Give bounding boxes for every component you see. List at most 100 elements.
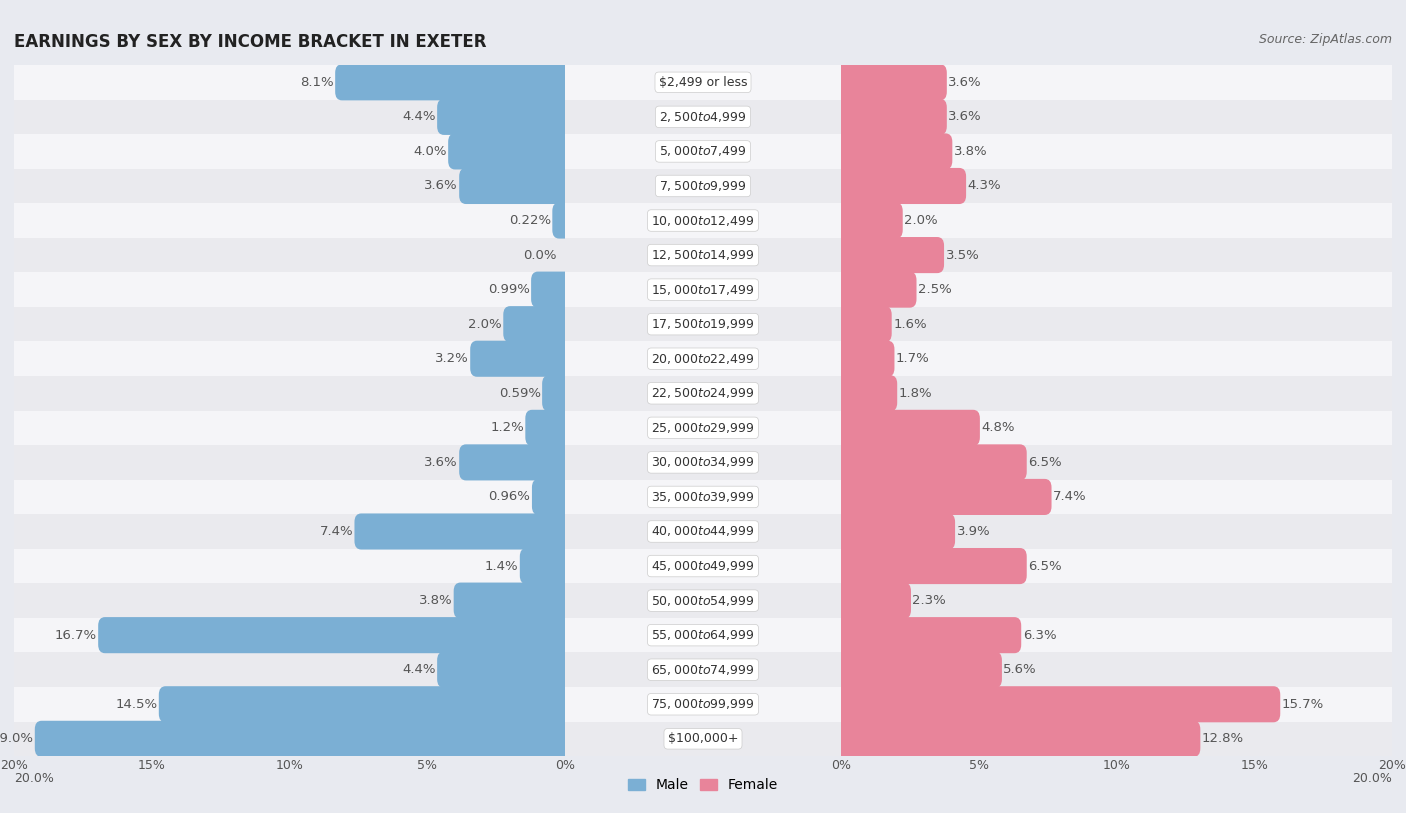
Text: Source: ZipAtlas.com: Source: ZipAtlas.com <box>1258 33 1392 46</box>
Text: 3.6%: 3.6% <box>948 76 981 89</box>
Text: 4.3%: 4.3% <box>967 180 1001 193</box>
Text: 0.59%: 0.59% <box>499 387 541 400</box>
Text: $30,000 to $34,999: $30,000 to $34,999 <box>651 455 755 469</box>
Bar <box>841 169 1392 203</box>
Bar <box>841 687 1392 722</box>
Text: $10,000 to $12,499: $10,000 to $12,499 <box>651 214 755 228</box>
Text: 19.0%: 19.0% <box>0 733 34 746</box>
FancyBboxPatch shape <box>35 721 572 757</box>
FancyBboxPatch shape <box>834 64 946 100</box>
Bar <box>14 203 565 237</box>
Text: 3.8%: 3.8% <box>419 594 453 607</box>
Bar <box>14 687 565 722</box>
FancyBboxPatch shape <box>834 202 903 238</box>
FancyBboxPatch shape <box>531 272 572 307</box>
Text: $25,000 to $29,999: $25,000 to $29,999 <box>651 421 755 435</box>
Text: 6.5%: 6.5% <box>1028 559 1062 572</box>
Text: 16.7%: 16.7% <box>55 628 97 641</box>
Bar <box>565 169 841 203</box>
Bar <box>14 237 565 272</box>
Bar <box>14 652 565 687</box>
Text: $12,500 to $14,999: $12,500 to $14,999 <box>651 248 755 262</box>
Legend: Male, Female: Male, Female <box>623 773 783 798</box>
Bar <box>565 341 841 376</box>
Bar <box>841 446 1392 480</box>
Bar <box>841 203 1392 237</box>
Text: 1.8%: 1.8% <box>898 387 932 400</box>
Text: 2.0%: 2.0% <box>904 214 938 227</box>
FancyBboxPatch shape <box>449 133 572 169</box>
Text: 3.6%: 3.6% <box>425 456 458 469</box>
FancyBboxPatch shape <box>520 548 572 584</box>
FancyBboxPatch shape <box>834 583 911 619</box>
Bar <box>14 584 565 618</box>
Text: 20.0%: 20.0% <box>1353 772 1392 785</box>
Text: $2,500 to $4,999: $2,500 to $4,999 <box>659 110 747 124</box>
Bar <box>565 480 841 515</box>
Bar <box>841 134 1392 169</box>
Text: $20,000 to $22,499: $20,000 to $22,499 <box>651 352 755 366</box>
Text: 3.6%: 3.6% <box>948 111 981 124</box>
Text: 3.6%: 3.6% <box>425 180 458 193</box>
FancyBboxPatch shape <box>553 202 572 238</box>
Text: $7,500 to $9,999: $7,500 to $9,999 <box>659 179 747 193</box>
Text: 0.99%: 0.99% <box>488 283 530 296</box>
Text: 1.2%: 1.2% <box>491 421 524 434</box>
Text: 2.0%: 2.0% <box>468 318 502 331</box>
FancyBboxPatch shape <box>531 479 572 515</box>
Text: $2,499 or less: $2,499 or less <box>659 76 747 89</box>
FancyBboxPatch shape <box>460 168 572 204</box>
Bar <box>565 652 841 687</box>
Text: 5.6%: 5.6% <box>1004 663 1038 676</box>
Bar <box>14 169 565 203</box>
FancyBboxPatch shape <box>834 168 966 204</box>
Text: 1.4%: 1.4% <box>485 559 519 572</box>
Bar <box>565 99 841 134</box>
Text: $75,000 to $99,999: $75,000 to $99,999 <box>651 698 755 711</box>
Bar <box>841 99 1392 134</box>
FancyBboxPatch shape <box>834 410 980 446</box>
Text: 14.5%: 14.5% <box>115 698 157 711</box>
FancyBboxPatch shape <box>834 721 1201 757</box>
FancyBboxPatch shape <box>454 583 572 619</box>
Text: $22,500 to $24,999: $22,500 to $24,999 <box>651 386 755 400</box>
FancyBboxPatch shape <box>834 133 952 169</box>
FancyBboxPatch shape <box>437 652 572 688</box>
Bar <box>14 480 565 515</box>
Bar <box>841 65 1392 99</box>
Text: 0.0%: 0.0% <box>523 249 557 262</box>
Text: $55,000 to $64,999: $55,000 to $64,999 <box>651 628 755 642</box>
Bar <box>565 134 841 169</box>
Text: $35,000 to $39,999: $35,000 to $39,999 <box>651 490 755 504</box>
Bar <box>841 480 1392 515</box>
FancyBboxPatch shape <box>543 376 572 411</box>
Bar <box>841 411 1392 446</box>
Bar <box>565 237 841 272</box>
Text: 4.4%: 4.4% <box>402 111 436 124</box>
Bar <box>565 411 841 446</box>
Text: $50,000 to $54,999: $50,000 to $54,999 <box>651 593 755 607</box>
Bar <box>14 341 565 376</box>
Bar <box>841 515 1392 549</box>
Bar <box>565 65 841 99</box>
Bar <box>841 652 1392 687</box>
Bar <box>841 341 1392 376</box>
Bar <box>14 99 565 134</box>
Bar <box>14 272 565 307</box>
FancyBboxPatch shape <box>834 307 891 342</box>
Text: 0.22%: 0.22% <box>509 214 551 227</box>
Bar <box>565 376 841 411</box>
Bar <box>14 307 565 341</box>
Bar <box>565 203 841 237</box>
FancyBboxPatch shape <box>834 652 1002 688</box>
FancyBboxPatch shape <box>834 272 917 307</box>
FancyBboxPatch shape <box>834 686 1281 722</box>
FancyBboxPatch shape <box>834 617 1021 653</box>
FancyBboxPatch shape <box>526 410 572 446</box>
Bar <box>841 237 1392 272</box>
Text: 15.7%: 15.7% <box>1282 698 1324 711</box>
Bar <box>565 618 841 652</box>
Text: $40,000 to $44,999: $40,000 to $44,999 <box>651 524 755 538</box>
Bar <box>565 687 841 722</box>
FancyBboxPatch shape <box>470 341 572 376</box>
